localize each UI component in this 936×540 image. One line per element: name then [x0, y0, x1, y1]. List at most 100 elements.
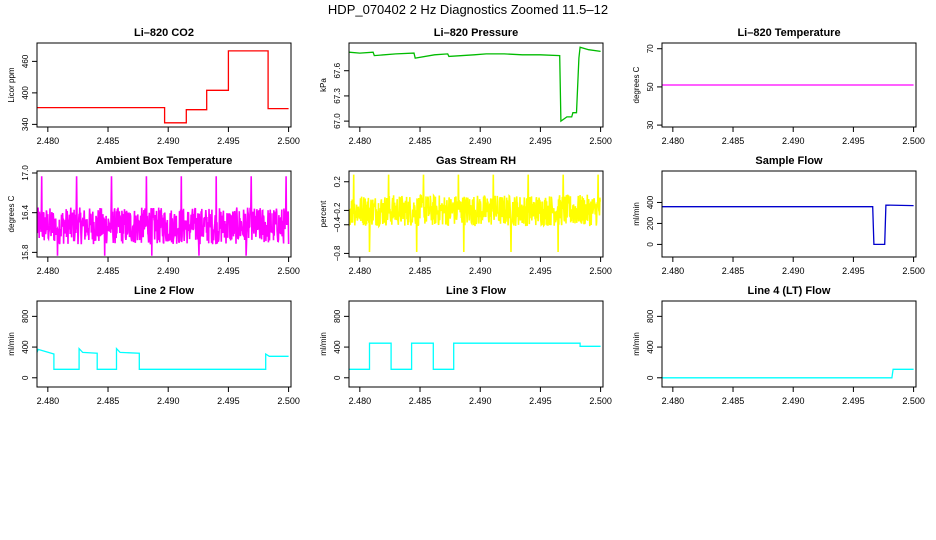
- chart-panel-9: Line 4 (LT) Flow 2.480 2.485 2.490 2.495 2.50…: [632, 285, 925, 406]
- chart-panel-7: Line 2 Flow 2.480 2.485 2.490 2.495 2.500 0 400…: [7, 285, 300, 406]
- y-tick-label: 30: [646, 120, 655, 129]
- x-tick-label: 2.480: [349, 266, 372, 276]
- chart-panel-4: Ambient Box Temperature 2.480 2.485 2.490 2.…: [7, 155, 300, 276]
- chart-title: Li–820 CO2: [134, 27, 194, 39]
- x-tick-label: 2.495: [842, 266, 865, 276]
- y-tick-label: 340: [21, 117, 30, 131]
- y-tick-label: 0: [646, 375, 655, 380]
- x-tick-label: 2.495: [529, 396, 552, 406]
- figure-title: HDP_070402 2 Hz Diagnostics Zoomed 11.5–…: [327, 2, 609, 17]
- y-tick-label: 800: [333, 309, 342, 323]
- x-tick-label: 2.490: [782, 396, 805, 406]
- chart-title: Ambient Box Temperature: [96, 155, 233, 167]
- x-tick-label: 2.490: [157, 396, 180, 406]
- x-tick-label: 2.500: [589, 136, 612, 146]
- y-axis-label: ml/min: [7, 332, 16, 356]
- x-tick-label: 2.485: [409, 266, 432, 276]
- y-tick-label: 400: [646, 340, 655, 354]
- data-area: [349, 174, 602, 253]
- x-tick-label: 2.485: [722, 266, 745, 276]
- chart-title: Line 3 Flow: [446, 285, 506, 297]
- x-tick-label: 2.485: [97, 396, 120, 406]
- y-tick-label: 70: [646, 44, 655, 53]
- series-line: [349, 46, 601, 123]
- x-tick-label: 2.500: [277, 396, 300, 406]
- chart-title: Line 2 Flow: [134, 285, 194, 297]
- x-tick-label: 2.480: [37, 266, 60, 276]
- data-area: [349, 342, 601, 370]
- x-tick-label: 2.490: [157, 136, 180, 146]
- x-tick-label: 2.500: [589, 266, 612, 276]
- y-tick-label: 0.2: [333, 176, 342, 188]
- chart-title: Sample Flow: [755, 155, 823, 167]
- x-tick-label: 2.490: [157, 266, 180, 276]
- y-tick-label: 0: [333, 375, 342, 380]
- y-tick-label: −0.2: [333, 202, 342, 218]
- y-tick-label: 400: [21, 86, 30, 100]
- y-axis-label: ml/min: [632, 332, 641, 356]
- x-tick-label: 2.485: [409, 136, 432, 146]
- x-tick-label: 2.500: [902, 266, 925, 276]
- series-line: [37, 176, 290, 256]
- x-tick-label: 2.480: [662, 136, 685, 146]
- x-tick-label: 2.500: [277, 266, 300, 276]
- series-line: [662, 368, 914, 379]
- x-tick-label: 2.480: [37, 396, 60, 406]
- plot-frame: [36, 300, 292, 388]
- y-axis-label: degrees C: [632, 66, 641, 103]
- y-tick-label: 16.4: [21, 204, 30, 220]
- plot-frame: [348, 42, 604, 128]
- plot-frame: [36, 170, 292, 258]
- plot-frame: [348, 170, 604, 258]
- x-tick-label: 2.480: [662, 396, 685, 406]
- chart-panel-2: Li–820 Pressure 2.480 2.485 2.490 2.495 2.500…: [319, 27, 612, 146]
- x-tick-label: 2.490: [782, 136, 805, 146]
- y-tick-label: 200: [646, 216, 655, 230]
- y-tick-label: 400: [21, 340, 30, 354]
- chart-panel-6: Sample Flow 2.480 2.485 2.490 2.495 2.500 0 200…: [632, 155, 925, 276]
- series-line: [37, 346, 289, 370]
- data-area: [37, 346, 289, 370]
- y-tick-label: 460: [21, 54, 30, 68]
- x-tick-label: 2.480: [37, 136, 60, 146]
- y-axis-label: Licor ppm: [7, 67, 16, 102]
- x-tick-label: 2.480: [662, 266, 685, 276]
- series-line: [37, 50, 289, 124]
- data-area: [37, 50, 289, 124]
- y-axis-label: kPa: [319, 78, 328, 92]
- x-tick-label: 2.495: [217, 266, 240, 276]
- series-line: [662, 204, 914, 246]
- x-tick-label: 2.490: [469, 396, 492, 406]
- y-tick-label: 67.6: [333, 62, 342, 78]
- data-area: [349, 46, 601, 123]
- data-area: [662, 368, 914, 379]
- y-tick-label: 400: [646, 195, 655, 209]
- y-tick-label: 0: [21, 375, 30, 380]
- chart-title: Li–820 Pressure: [434, 27, 518, 39]
- x-tick-label: 2.500: [902, 396, 925, 406]
- series-line: [349, 174, 602, 253]
- x-tick-label: 2.485: [722, 136, 745, 146]
- y-axis-label: ml/min: [319, 332, 328, 356]
- data-area: [662, 204, 914, 246]
- y-tick-label: −0.4: [333, 216, 342, 232]
- x-tick-label: 2.500: [589, 396, 612, 406]
- x-tick-label: 2.495: [529, 266, 552, 276]
- y-tick-label: 17.0: [21, 165, 30, 181]
- plot-frame: [36, 42, 292, 128]
- chart-title: Gas Stream RH: [436, 155, 516, 167]
- plot-frame: [661, 300, 917, 388]
- x-tick-label: 2.495: [217, 396, 240, 406]
- y-tick-label: −0.8: [333, 245, 342, 261]
- plot-frame: [661, 170, 917, 258]
- x-tick-label: 2.480: [349, 136, 372, 146]
- x-tick-label: 2.485: [97, 266, 120, 276]
- x-tick-label: 2.485: [722, 396, 745, 406]
- y-tick-label: 67.0: [333, 113, 342, 129]
- x-tick-label: 2.495: [217, 136, 240, 146]
- x-tick-label: 2.495: [529, 136, 552, 146]
- x-tick-label: 2.490: [469, 266, 492, 276]
- plot-frame: [348, 300, 604, 388]
- x-tick-label: 2.485: [409, 396, 432, 406]
